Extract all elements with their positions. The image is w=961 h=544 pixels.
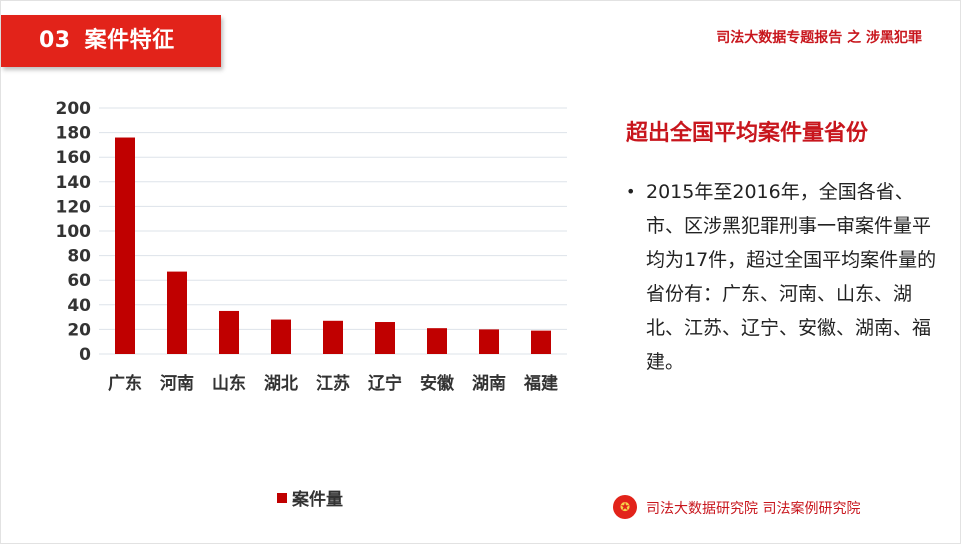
y-tick-label: 20 <box>67 320 91 340</box>
x-tick-label: 江苏 <box>316 373 350 394</box>
section-title: 案件特征 <box>84 28 175 53</box>
y-tick-label: 180 <box>56 124 92 144</box>
y-tick-label: 80 <box>67 247 91 267</box>
legend-label: 案件量 <box>292 490 343 510</box>
bar <box>323 320 343 354</box>
y-tick-label: 100 <box>56 222 92 242</box>
court-emblem-icon: ✪ <box>613 495 637 519</box>
bar <box>115 137 135 354</box>
bar-chart: 0 20 40 60 80 100 120 140 160 180 200 广东 河南 山东 湖北 江苏 辽宁安… <box>51 91 581 405</box>
x-tick-label: 山东 <box>212 373 246 394</box>
y-tick-label: 160 <box>56 148 92 168</box>
bullet-paragraph: • 2015年至2016年，全国各省、市、区涉黑犯罪刑事一审案件量平均为17件，… <box>626 175 941 379</box>
section-tab: 03 案件特征 <box>1 15 221 67</box>
chart-svg: 0 20 40 60 80 100 120 140 160 180 200 广东 河南 山东 湖北 江苏 辽宁安… <box>56 99 567 394</box>
side-title: 超出全国平均案件量省份 <box>626 121 869 146</box>
x-tick-label: 安徽 <box>420 373 455 394</box>
bar <box>219 310 239 354</box>
bar <box>427 328 447 354</box>
bar <box>531 330 551 354</box>
x-tick-label: 辽宁 <box>368 373 402 394</box>
bullet-icon: • <box>626 182 636 201</box>
x-tick-label: 福建 <box>523 373 558 394</box>
x-tick-label: 广东 <box>108 373 142 394</box>
bar <box>167 271 187 354</box>
chart-legend: 案件量 <box>277 485 343 510</box>
x-tick-label: 湖北 <box>264 374 298 394</box>
report-title: 司法大数据专题报告 之 涉黑犯罪 <box>716 30 922 46</box>
footer-text: 司法大数据研究院 司法案例研究院 <box>646 501 861 517</box>
bullet-text: 2015年至2016年，全国各省、市、区涉黑犯罪刑事一审案件量平均为17件，超过… <box>646 181 937 373</box>
y-tick-label: 60 <box>67 271 91 291</box>
y-tick-label: 40 <box>67 296 91 316</box>
bar <box>271 319 291 354</box>
y-tick-label: 0 <box>79 345 91 365</box>
y-tick-label: 120 <box>56 197 92 217</box>
bar <box>479 329 499 354</box>
x-tick-label: 湖南 <box>472 373 506 394</box>
bar <box>375 322 395 354</box>
y-tick-label: 200 <box>56 99 92 119</box>
legend-swatch <box>277 492 287 503</box>
y-tick-label: 140 <box>56 173 92 193</box>
section-number: 03 <box>39 28 71 53</box>
x-tick-label: 河南 <box>160 373 194 394</box>
